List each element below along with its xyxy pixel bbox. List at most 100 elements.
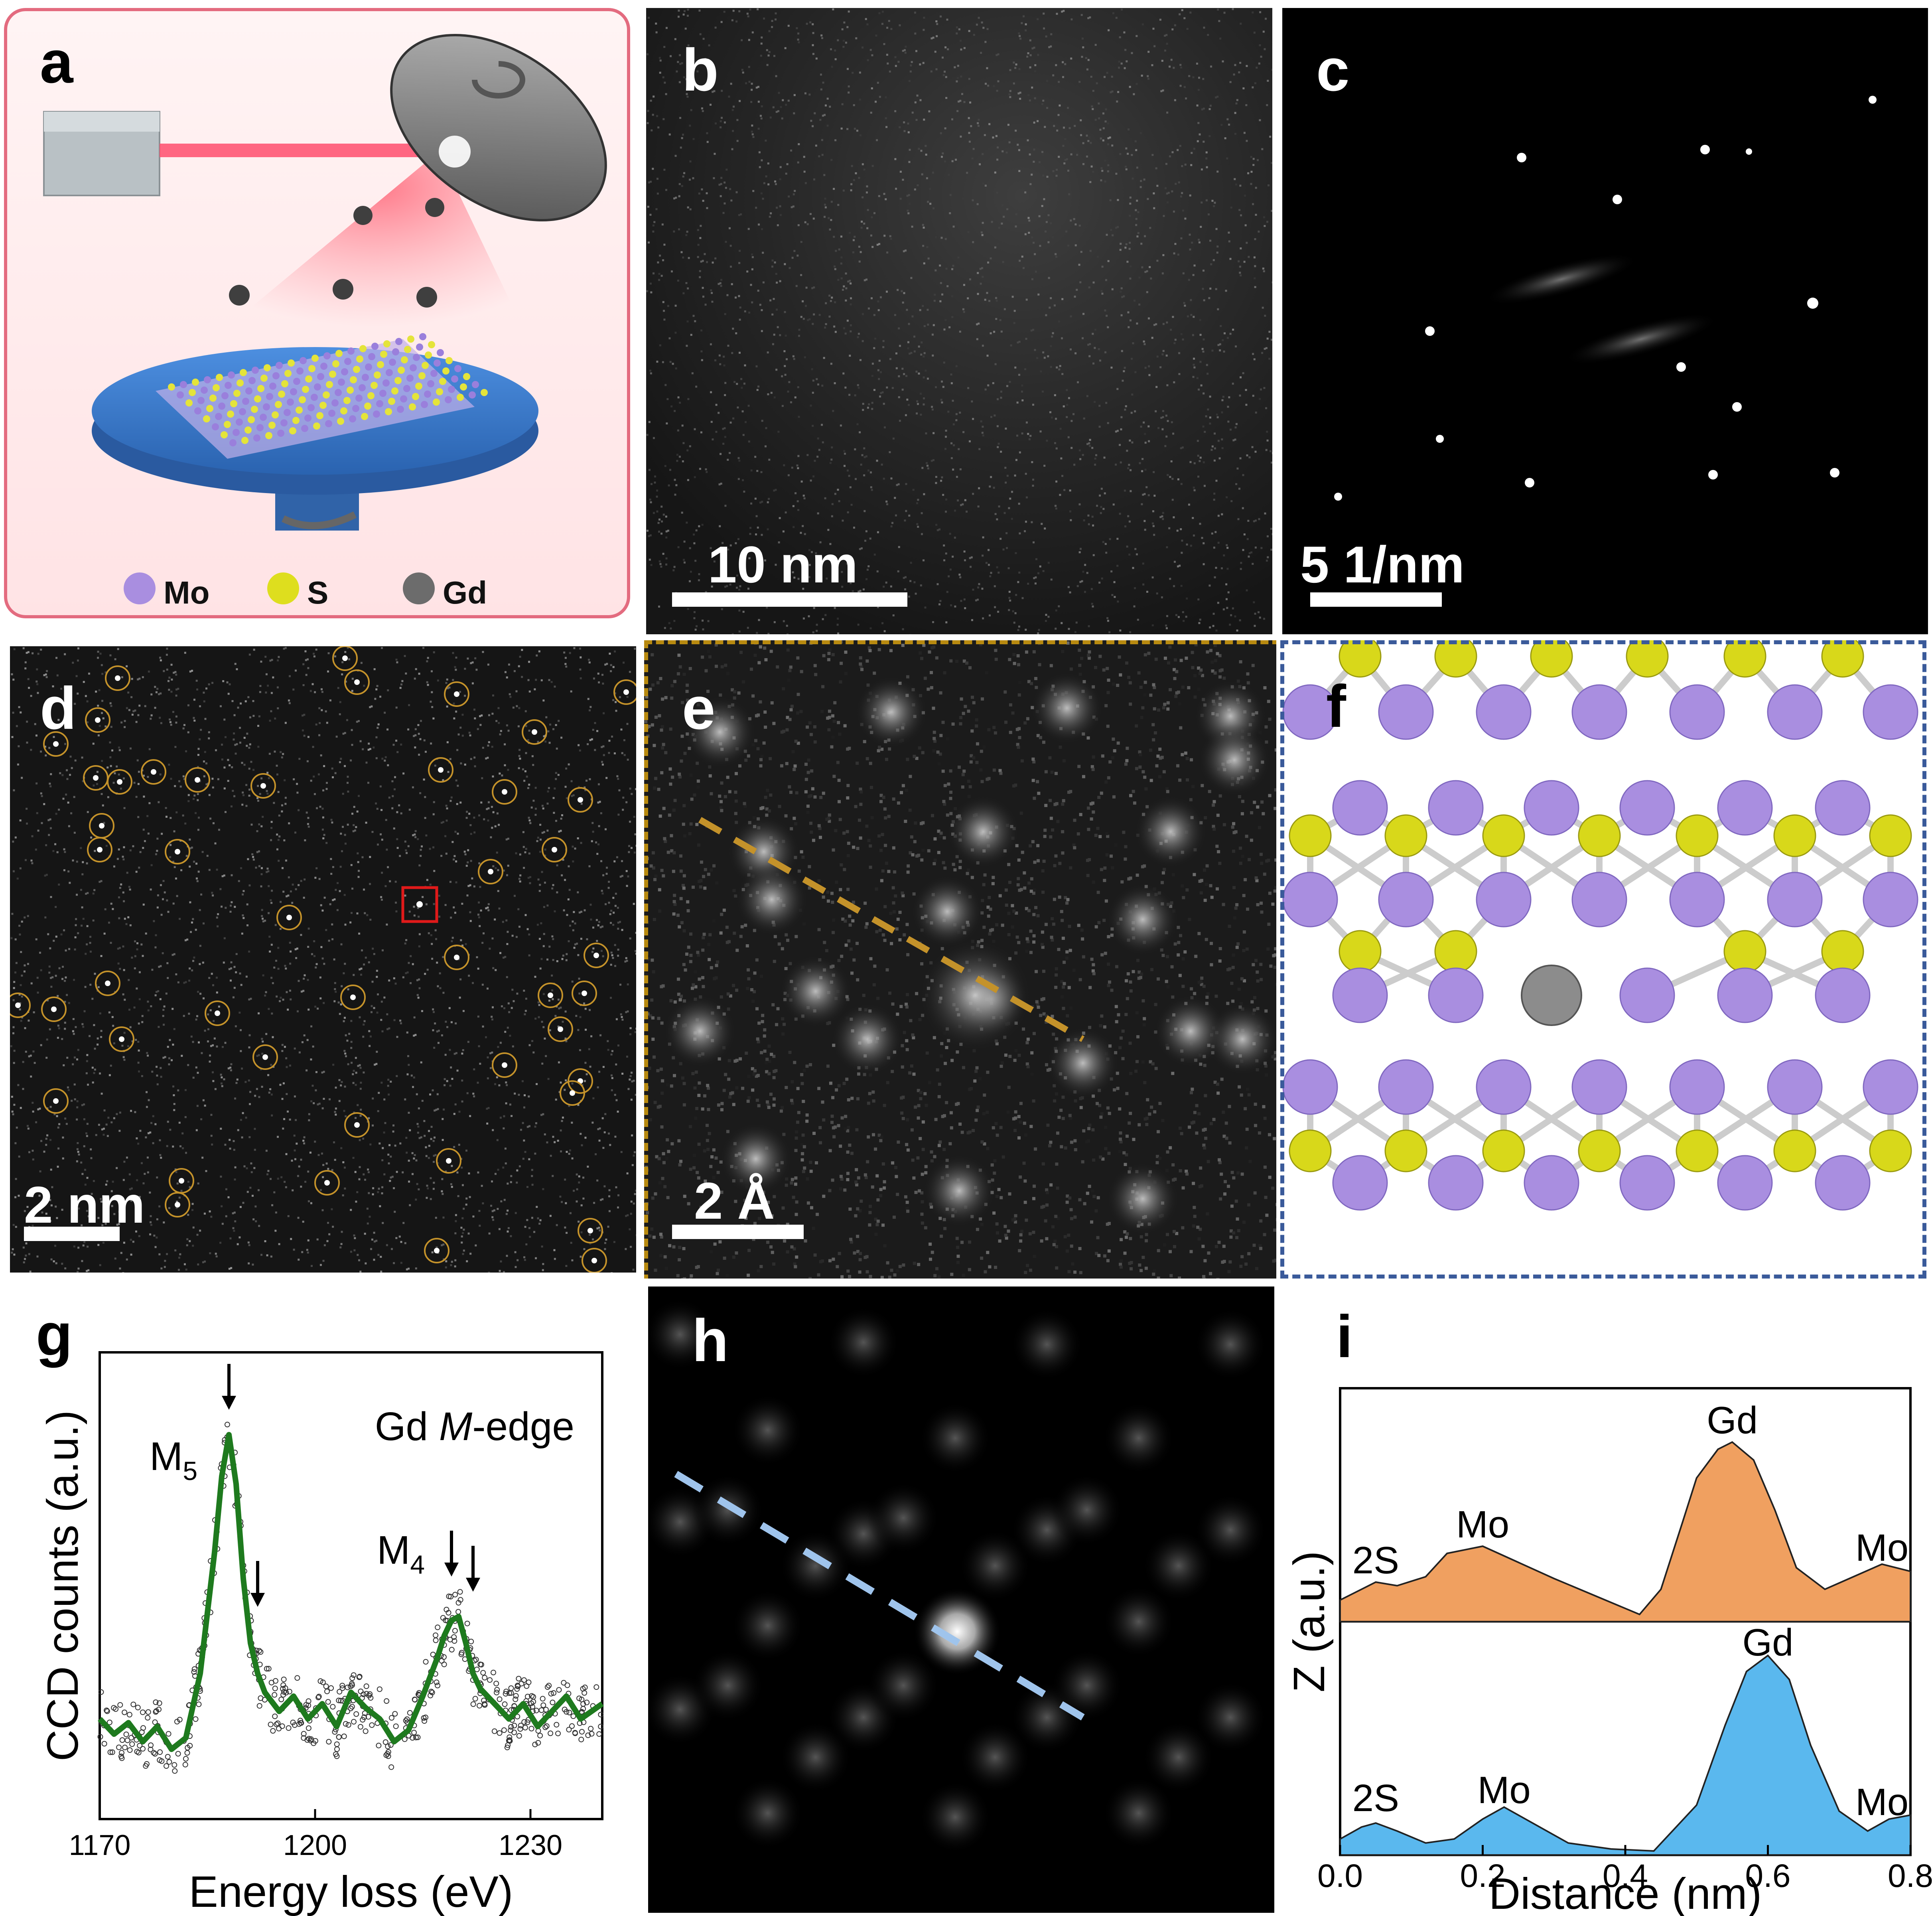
noise-speck — [1094, 118, 1097, 121]
noise-speck — [334, 1111, 336, 1113]
noise-speck — [724, 382, 727, 384]
noise-speck — [735, 586, 738, 589]
noise-speck — [960, 600, 962, 602]
noise-speck — [515, 1212, 517, 1214]
noise-speck — [794, 190, 796, 192]
noise-speck — [508, 663, 510, 666]
noise-speck — [28, 687, 30, 689]
noise-speck — [655, 208, 658, 210]
noise-speck — [816, 564, 818, 566]
noise-speck — [406, 1151, 408, 1154]
noise-speck — [911, 315, 914, 318]
noise-speck — [62, 1137, 64, 1139]
noise-speck — [351, 813, 353, 815]
noise-speck — [555, 778, 557, 780]
noise-speck — [118, 774, 120, 776]
noise-speck — [970, 556, 973, 558]
noise-speck — [1209, 395, 1211, 398]
noise-speck — [785, 334, 787, 337]
noise-speck — [1088, 523, 1090, 525]
noise-speck — [564, 1037, 567, 1040]
noise-speck — [184, 651, 186, 654]
noise-speck — [184, 1089, 187, 1091]
lattice-atom — [376, 400, 383, 407]
noise-speck — [478, 814, 481, 817]
noise-speck — [1032, 329, 1034, 331]
noise-speck — [81, 873, 84, 876]
noise-speck — [724, 586, 726, 588]
noise-speck — [1129, 277, 1132, 280]
noise-speck — [1117, 226, 1119, 228]
noise-speck — [1120, 8, 1123, 11]
noise-speck — [1089, 250, 1092, 252]
noise-speck — [866, 23, 869, 26]
noise-speck — [425, 834, 428, 837]
noise-speck — [844, 387, 847, 389]
noise-speck — [507, 1182, 509, 1185]
noise-speck — [386, 728, 389, 731]
noise-speck — [151, 969, 154, 971]
gd-particle — [416, 287, 437, 308]
noise-speck — [1253, 520, 1255, 523]
noise-speck — [523, 779, 526, 782]
noise-speck — [951, 118, 953, 120]
noise-speck — [175, 1171, 177, 1173]
lattice-atom — [352, 405, 359, 412]
noise-speck — [903, 250, 905, 253]
noise-speck — [240, 1050, 242, 1052]
noise-speck — [598, 681, 600, 684]
noise-speck — [203, 775, 205, 777]
noise-speck — [904, 519, 906, 522]
lattice-atom — [203, 415, 210, 422]
noise-speck — [308, 1119, 310, 1121]
noise-speck — [992, 382, 994, 384]
noise-speck — [1173, 560, 1176, 563]
noise-speck — [1255, 411, 1257, 414]
noise-speck — [400, 743, 402, 746]
noise-speck — [610, 1053, 613, 1056]
noise-speck — [497, 1168, 499, 1171]
noise-speck — [320, 904, 322, 906]
noise-speck — [741, 69, 743, 71]
noise-speck — [364, 912, 366, 914]
noise-speck — [952, 468, 954, 471]
noise-speck — [589, 1066, 591, 1068]
noise-speck — [36, 977, 39, 979]
noise-speck — [549, 1215, 552, 1217]
noise-speck — [805, 305, 807, 307]
noise-speck — [778, 541, 780, 544]
lattice-atom — [229, 439, 237, 446]
noise-speck — [927, 201, 929, 203]
noise-speck — [1215, 566, 1217, 569]
noise-speck — [1260, 55, 1262, 58]
noise-speck — [1214, 531, 1217, 533]
noise-speck — [363, 1023, 365, 1026]
noise-speck — [792, 505, 794, 507]
noise-speck — [465, 943, 467, 945]
noise-speck — [212, 822, 215, 825]
noise-speck — [545, 1055, 547, 1057]
noise-speck — [1019, 35, 1021, 37]
noise-speck — [777, 224, 779, 227]
noise-speck — [371, 981, 374, 983]
noise-speck — [685, 234, 688, 236]
noise-speck — [510, 1235, 512, 1237]
noise-speck — [989, 485, 991, 488]
noise-speck — [128, 979, 130, 981]
noise-speck — [1201, 201, 1203, 204]
noise-speck — [1167, 201, 1169, 203]
noise-speck — [625, 1215, 627, 1217]
noise-speck — [173, 830, 175, 833]
noise-speck — [826, 124, 829, 127]
noise-speck — [404, 942, 406, 945]
noise-speck — [1228, 231, 1230, 234]
noise-speck — [544, 848, 546, 851]
noise-speck — [526, 1126, 529, 1128]
noise-speck — [74, 1098, 76, 1101]
noise-speck — [1018, 32, 1020, 35]
noise-speck — [609, 653, 611, 655]
noise-speck — [913, 335, 916, 338]
noise-speck — [248, 998, 250, 1001]
noise-speck — [1193, 264, 1196, 267]
noise-speck — [446, 807, 448, 810]
